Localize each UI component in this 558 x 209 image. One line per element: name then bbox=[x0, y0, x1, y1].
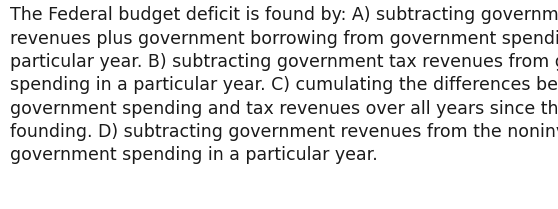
Text: The Federal budget deficit is found by: A) subtracting government tax
revenues p: The Federal budget deficit is found by: … bbox=[10, 6, 558, 164]
